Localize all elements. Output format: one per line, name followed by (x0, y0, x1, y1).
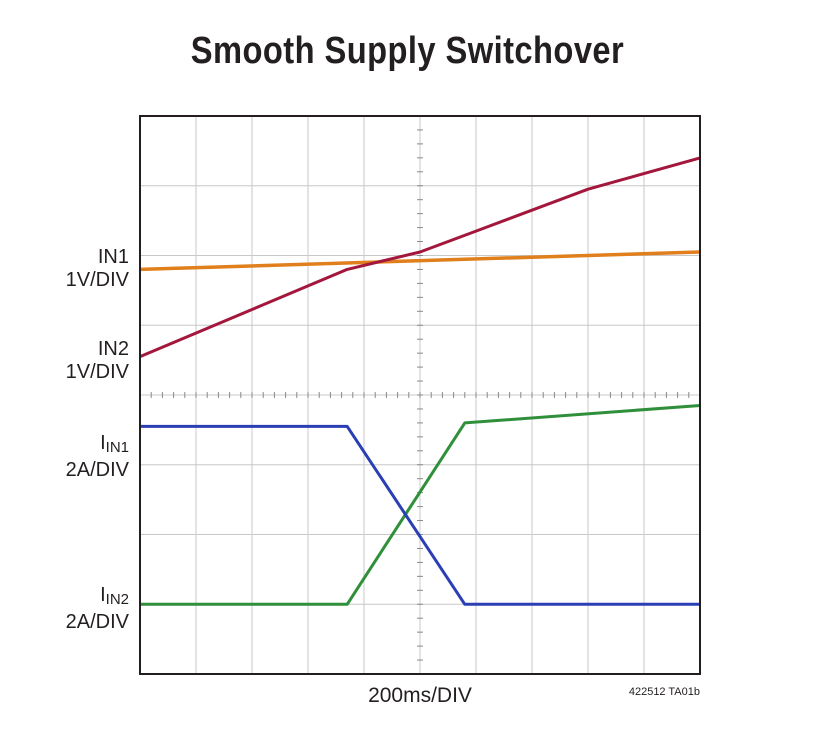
x-axis-label: 200ms/DIV (368, 684, 472, 707)
in2-name: IN2 (97, 338, 129, 360)
iin1-scale: 2A/DIV (65, 459, 129, 481)
in2-label: IN2 1V/DIV (66, 338, 129, 384)
iin2-name-main: I (100, 584, 106, 606)
iin2-name: IIN2 (66, 584, 129, 611)
in1-label: IN1 1V/DIV (66, 246, 129, 292)
iin1-name-main: I (100, 432, 106, 454)
center-axis-ticks (139, 115, 701, 675)
in1-scale: 1V/DIV (65, 269, 129, 291)
iin1-name: IIN1 (66, 432, 129, 459)
iin2-scale: 2A/DIV (65, 611, 129, 633)
iin2-name-sub: IN2 (105, 591, 129, 608)
trace-in1 (139, 250, 701, 272)
in2-scale: 1V/DIV (65, 361, 129, 383)
trace-in2 (139, 156, 701, 358)
iin1-label: IIN1 2A/DIV (66, 432, 129, 482)
chart-title: Smooth Supply Switchover (190, 30, 625, 72)
traces (139, 156, 701, 606)
figure-number: 422512 TA01b (628, 686, 700, 698)
plot-frame (139, 115, 701, 675)
in1-name: IN1 (97, 246, 129, 268)
trace-iin1 (140, 424, 700, 606)
iin1-name-sub: IN1 (105, 439, 129, 456)
iin2-label: IIN2 2A/DIV (66, 584, 129, 634)
